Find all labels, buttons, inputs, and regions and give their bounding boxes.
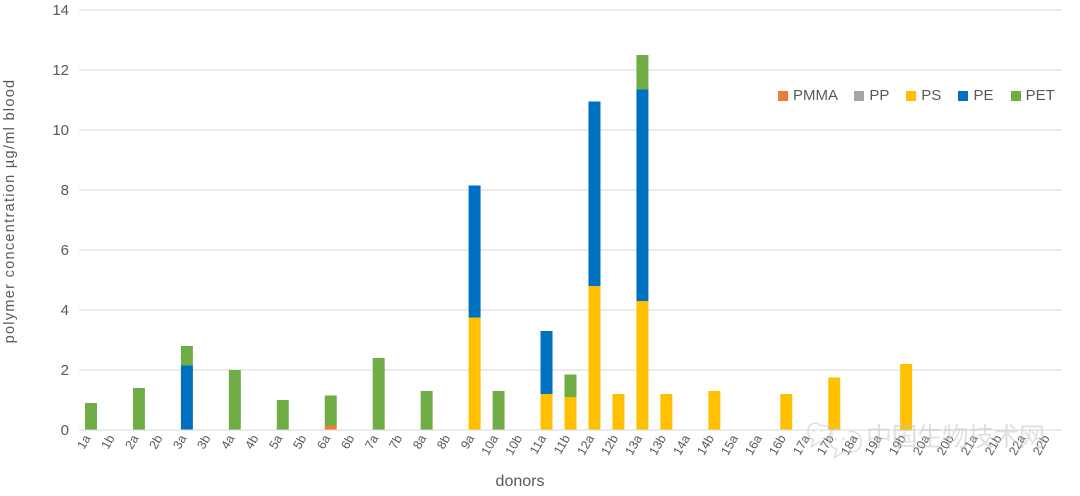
svg-text:6a: 6a bbox=[314, 432, 333, 451]
svg-text:5a: 5a bbox=[266, 432, 285, 451]
svg-text:10a: 10a bbox=[479, 432, 502, 457]
svg-text:4a: 4a bbox=[218, 432, 237, 451]
svg-text:2a: 2a bbox=[122, 432, 141, 451]
svg-text:11b: 11b bbox=[551, 432, 573, 456]
svg-text:7b: 7b bbox=[386, 432, 405, 451]
svg-text:7a: 7a bbox=[362, 432, 381, 451]
svg-text:4b: 4b bbox=[242, 432, 261, 451]
svg-text:10b: 10b bbox=[503, 432, 526, 457]
svg-text:11a: 11a bbox=[527, 432, 549, 456]
svg-text:17b: 17b bbox=[814, 432, 837, 457]
svg-text:9a: 9a bbox=[458, 432, 477, 451]
svg-text:10: 10 bbox=[52, 122, 69, 139]
svg-text:16b: 16b bbox=[766, 432, 789, 457]
svg-text:5b: 5b bbox=[290, 432, 309, 451]
svg-text:6b: 6b bbox=[338, 432, 357, 451]
svg-text:14b: 14b bbox=[694, 432, 717, 457]
svg-text:1a: 1a bbox=[75, 432, 94, 451]
svg-text:1b: 1b bbox=[98, 432, 117, 451]
svg-text:6: 6 bbox=[61, 242, 69, 259]
svg-text:3a: 3a bbox=[170, 432, 189, 451]
svg-text:12a: 12a bbox=[575, 432, 598, 457]
svg-text:2b: 2b bbox=[146, 432, 165, 451]
svg-text:15a: 15a bbox=[718, 432, 741, 457]
svg-text:4: 4 bbox=[61, 302, 69, 319]
svg-text:3b: 3b bbox=[194, 432, 213, 451]
svg-text:12b: 12b bbox=[598, 432, 621, 457]
svg-text:中国生物技术网: 中国生物技术网 bbox=[866, 422, 1045, 452]
svg-text:8b: 8b bbox=[434, 432, 453, 451]
svg-text:8: 8 bbox=[61, 182, 69, 199]
svg-text:8a: 8a bbox=[410, 432, 429, 451]
svg-text:2: 2 bbox=[61, 362, 69, 379]
svg-text:13b: 13b bbox=[646, 432, 669, 457]
svg-text:12: 12 bbox=[52, 62, 69, 79]
svg-text:13a: 13a bbox=[622, 432, 645, 457]
svg-text:14a: 14a bbox=[670, 432, 693, 457]
svg-text:0: 0 bbox=[61, 422, 69, 439]
svg-text:14: 14 bbox=[52, 2, 69, 19]
svg-text:16a: 16a bbox=[742, 432, 765, 457]
